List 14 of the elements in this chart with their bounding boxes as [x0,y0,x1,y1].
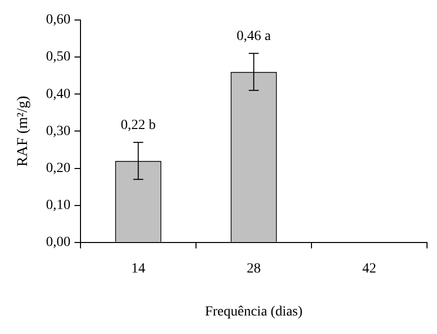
data-label: 0,46 a [236,29,272,44]
y-tick-label: 0,60 [46,12,70,28]
y-tick-label: 0,00 [46,235,70,250]
y-tick-label: 0,10 [46,198,70,214]
x-tick-label: 28 [246,261,261,276]
data-label: 0,22 b [120,118,156,133]
y-tick-label: 0,40 [46,86,70,102]
x-tick-label: 14 [131,261,146,276]
x-tick-label: 42 [362,261,376,276]
y-tick-label: 0,30 [46,124,70,139]
x-axis-title: Frequência (dias) [204,304,303,320]
y-axis-title: RAF (m²/g) [14,96,31,167]
y-tick-label: 0,20 [46,160,70,176]
y-tick-label: 0,50 [46,50,70,65]
